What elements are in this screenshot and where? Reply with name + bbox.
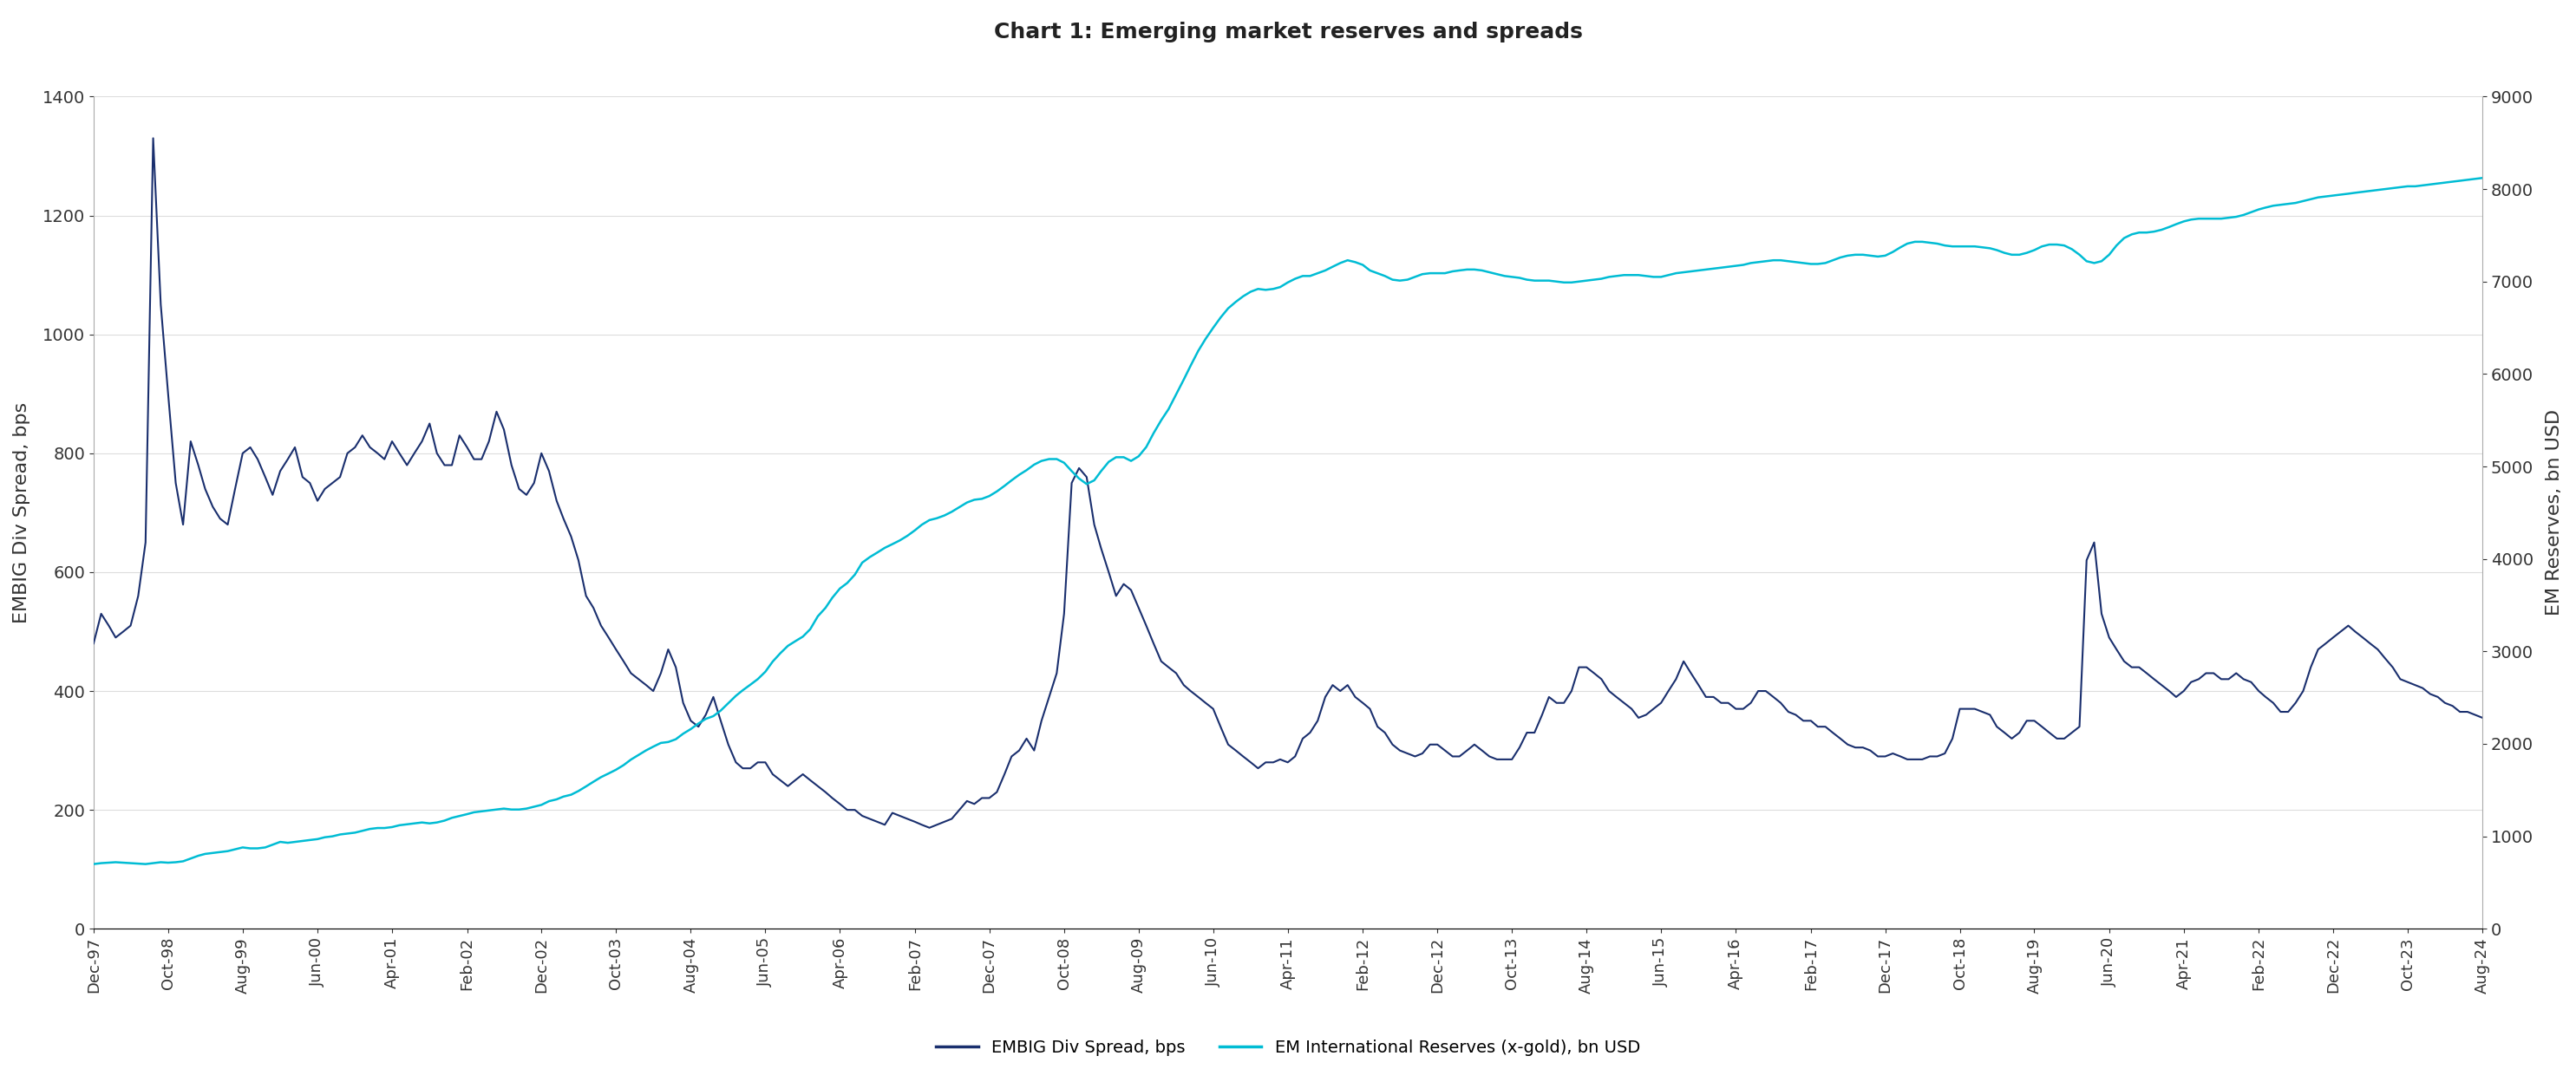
Y-axis label: EM Reserves, bn USD: EM Reserves, bn USD <box>2545 409 2563 616</box>
Text: Chart 1: Emerging market reserves and spreads: Chart 1: Emerging market reserves and sp… <box>994 22 1582 42</box>
Legend: EMBIG Div Spread, bps, EM International Reserves (x-gold), bn USD: EMBIG Div Spread, bps, EM International … <box>930 1033 1646 1063</box>
Y-axis label: EMBIG Div Spread, bps: EMBIG Div Spread, bps <box>13 403 31 623</box>
